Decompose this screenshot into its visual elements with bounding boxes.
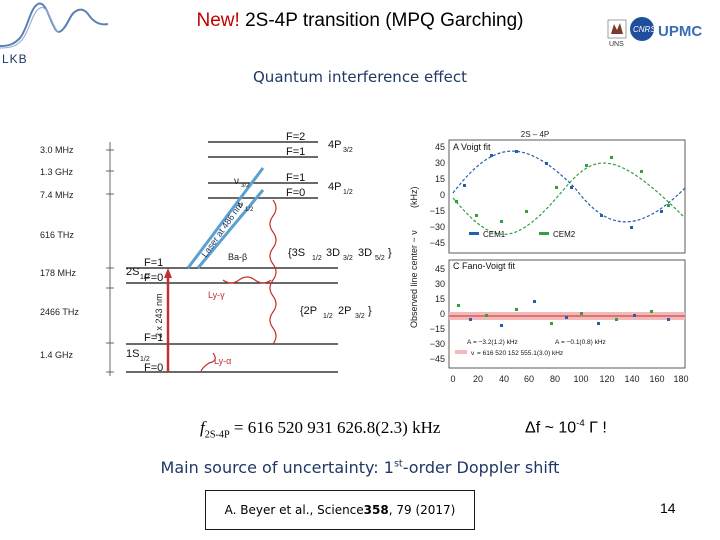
logo-cnrs: CNRS: [633, 25, 656, 34]
svg-text:ν: ν: [238, 200, 243, 211]
institution-logos: UNS CNRS UPMC: [606, 14, 714, 48]
title-new: New!: [196, 10, 240, 31]
level-f-label: F=1: [286, 172, 305, 184]
svg-text:80: 80: [550, 374, 560, 384]
reference-box: A. Beyer et al., Science 358, 79 (2017): [205, 490, 475, 530]
svg-text:160: 160: [649, 374, 664, 384]
svg-text:30: 30: [435, 279, 445, 289]
lkb-logo-wave: [0, 2, 109, 49]
level-1s: 1S: [126, 348, 139, 360]
page-number: 14: [660, 500, 676, 516]
svg-text:45: 45: [435, 264, 445, 274]
uncertainty-note: Main source of uncertainty: 1st-order Do…: [160, 458, 560, 477]
svg-text:= −0.1(0.8) kHz: = −0.1(0.8) kHz: [561, 339, 606, 346]
svg-text:20: 20: [473, 374, 483, 384]
svg-text:4P: 4P: [328, 139, 341, 151]
frequency-result: f2S-4P = 616 520 931 626.8(2.3) kHz: [200, 418, 441, 441]
level-f-label: F=1: [144, 332, 163, 344]
svg-text:−30: −30: [430, 339, 445, 349]
ly-alpha-label: Ly-α: [214, 356, 231, 366]
legend-cem2: CEM2: [553, 230, 576, 239]
balmer-label: Ba-β: [228, 252, 247, 262]
svg-text:−15: −15: [430, 324, 445, 334]
svg-text:3D: 3D: [326, 247, 340, 259]
level-f-label: F=1: [286, 146, 305, 158]
svg-text:0: 0: [440, 309, 445, 319]
svg-text:30: 30: [435, 158, 445, 168]
laser-243-label: 2 x 243 nm: [154, 293, 164, 338]
freq-label: 616 THz: [40, 230, 74, 240]
level-f-label: F=0: [286, 187, 305, 199]
level-f-label: F=2: [286, 131, 305, 143]
panel-a-label: A Voigt fit: [453, 142, 491, 152]
svg-text:}: }: [388, 247, 392, 259]
svg-text:15: 15: [435, 174, 445, 184]
svg-text:{2P: {2P: [300, 305, 317, 317]
svg-text:3D: 3D: [358, 247, 372, 259]
svg-text:5/2: 5/2: [375, 255, 385, 262]
svg-text:= 616 520 152 555.1(3.0) kHz: = 616 520 152 555.1(3.0) kHz: [477, 350, 563, 357]
svg-text:−30: −30: [430, 222, 445, 232]
relative-precision: Δf ~ 10-4 Γ !: [525, 418, 607, 437]
svg-text:3/2: 3/2: [343, 255, 353, 262]
svg-text:1/2: 1/2: [323, 313, 333, 320]
freq-label: 178 MHz: [40, 268, 77, 278]
title-text: 2S-4P transition (MPQ Garching): [239, 10, 524, 31]
svg-text:A: A: [555, 339, 560, 346]
freq-label: 2466 THz: [40, 307, 79, 317]
svg-text:}: }: [368, 305, 372, 317]
freq-label: 3.0 MHz: [40, 145, 74, 155]
svg-text:45: 45: [435, 142, 445, 152]
svg-text:60: 60: [524, 374, 534, 384]
svg-text:= −3.2(1.2) kHz: = −3.2(1.2) kHz: [473, 339, 518, 346]
energy-level-diagram: 3.0 MHz 1.3 GHz 7.4 MHz 616 THz 178 MHz …: [40, 131, 392, 376]
svg-text:2P: 2P: [338, 305, 351, 317]
svg-text:3/2: 3/2: [355, 313, 365, 320]
level-2s: 2S: [126, 266, 139, 278]
ly-gamma-label: Ly-γ: [208, 290, 225, 300]
svg-text:1/2: 1/2: [343, 189, 353, 196]
uns-logo-icon: [607, 19, 627, 39]
svg-text:(kHz): (kHz): [409, 187, 419, 209]
svg-text:−45: −45: [430, 238, 445, 248]
svg-text:−45: −45: [430, 354, 445, 364]
svg-text:4P: 4P: [328, 181, 341, 193]
svg-text:140: 140: [624, 374, 639, 384]
svg-text:3/2: 3/2: [343, 147, 353, 154]
svg-text:1/2: 1/2: [312, 255, 322, 262]
svg-text:1/2: 1/2: [140, 274, 150, 281]
legend-cem1: CEM1: [483, 230, 506, 239]
subtitle: Quantum interference effect: [253, 68, 467, 86]
svg-text:0: 0: [450, 374, 455, 384]
svg-text:ν: ν: [471, 350, 474, 357]
slide-title: New! 2S-4P transition (MPQ Garching): [0, 10, 720, 32]
freq-label: 7.4 MHz: [40, 190, 74, 200]
level-f-label: F=1: [144, 257, 163, 269]
svg-text:40: 40: [499, 374, 509, 384]
svg-text:180: 180: [673, 374, 688, 384]
svg-text:1/2: 1/2: [140, 356, 150, 363]
svg-text:−15: −15: [430, 206, 445, 216]
lkb-logo-text: LKB: [2, 52, 28, 66]
svg-text:2S – 4P: 2S – 4P: [521, 130, 549, 139]
logo-upmc: UPMC: [658, 23, 702, 40]
level-f-label: F=0: [144, 362, 163, 374]
level-f-label: F=0: [144, 272, 163, 284]
svg-text:A: A: [467, 339, 472, 346]
svg-text:1/2: 1/2: [245, 207, 254, 213]
svg-text:100: 100: [573, 374, 588, 384]
cnrs-logo-icon: [630, 17, 654, 41]
y-axis-label: Observed line center − ν: [409, 230, 419, 328]
svg-text:120: 120: [599, 374, 614, 384]
svg-text:0: 0: [440, 190, 445, 200]
svg-text:3/2: 3/2: [241, 183, 250, 189]
freq-label: 1.3 GHz: [40, 167, 74, 177]
svg-text:15: 15: [435, 294, 445, 304]
line-center-plots: 2S – 4P A Voigt fit C Fano-Voigt fit 45 3…: [409, 130, 689, 384]
freq-label: 1.4 GHz: [40, 350, 74, 360]
svg-text:{3S: {3S: [288, 247, 305, 259]
svg-text:ν: ν: [234, 176, 239, 187]
panel-c-label: C Fano-Voigt fit: [453, 261, 516, 271]
logo-uns: UNS: [609, 41, 624, 48]
